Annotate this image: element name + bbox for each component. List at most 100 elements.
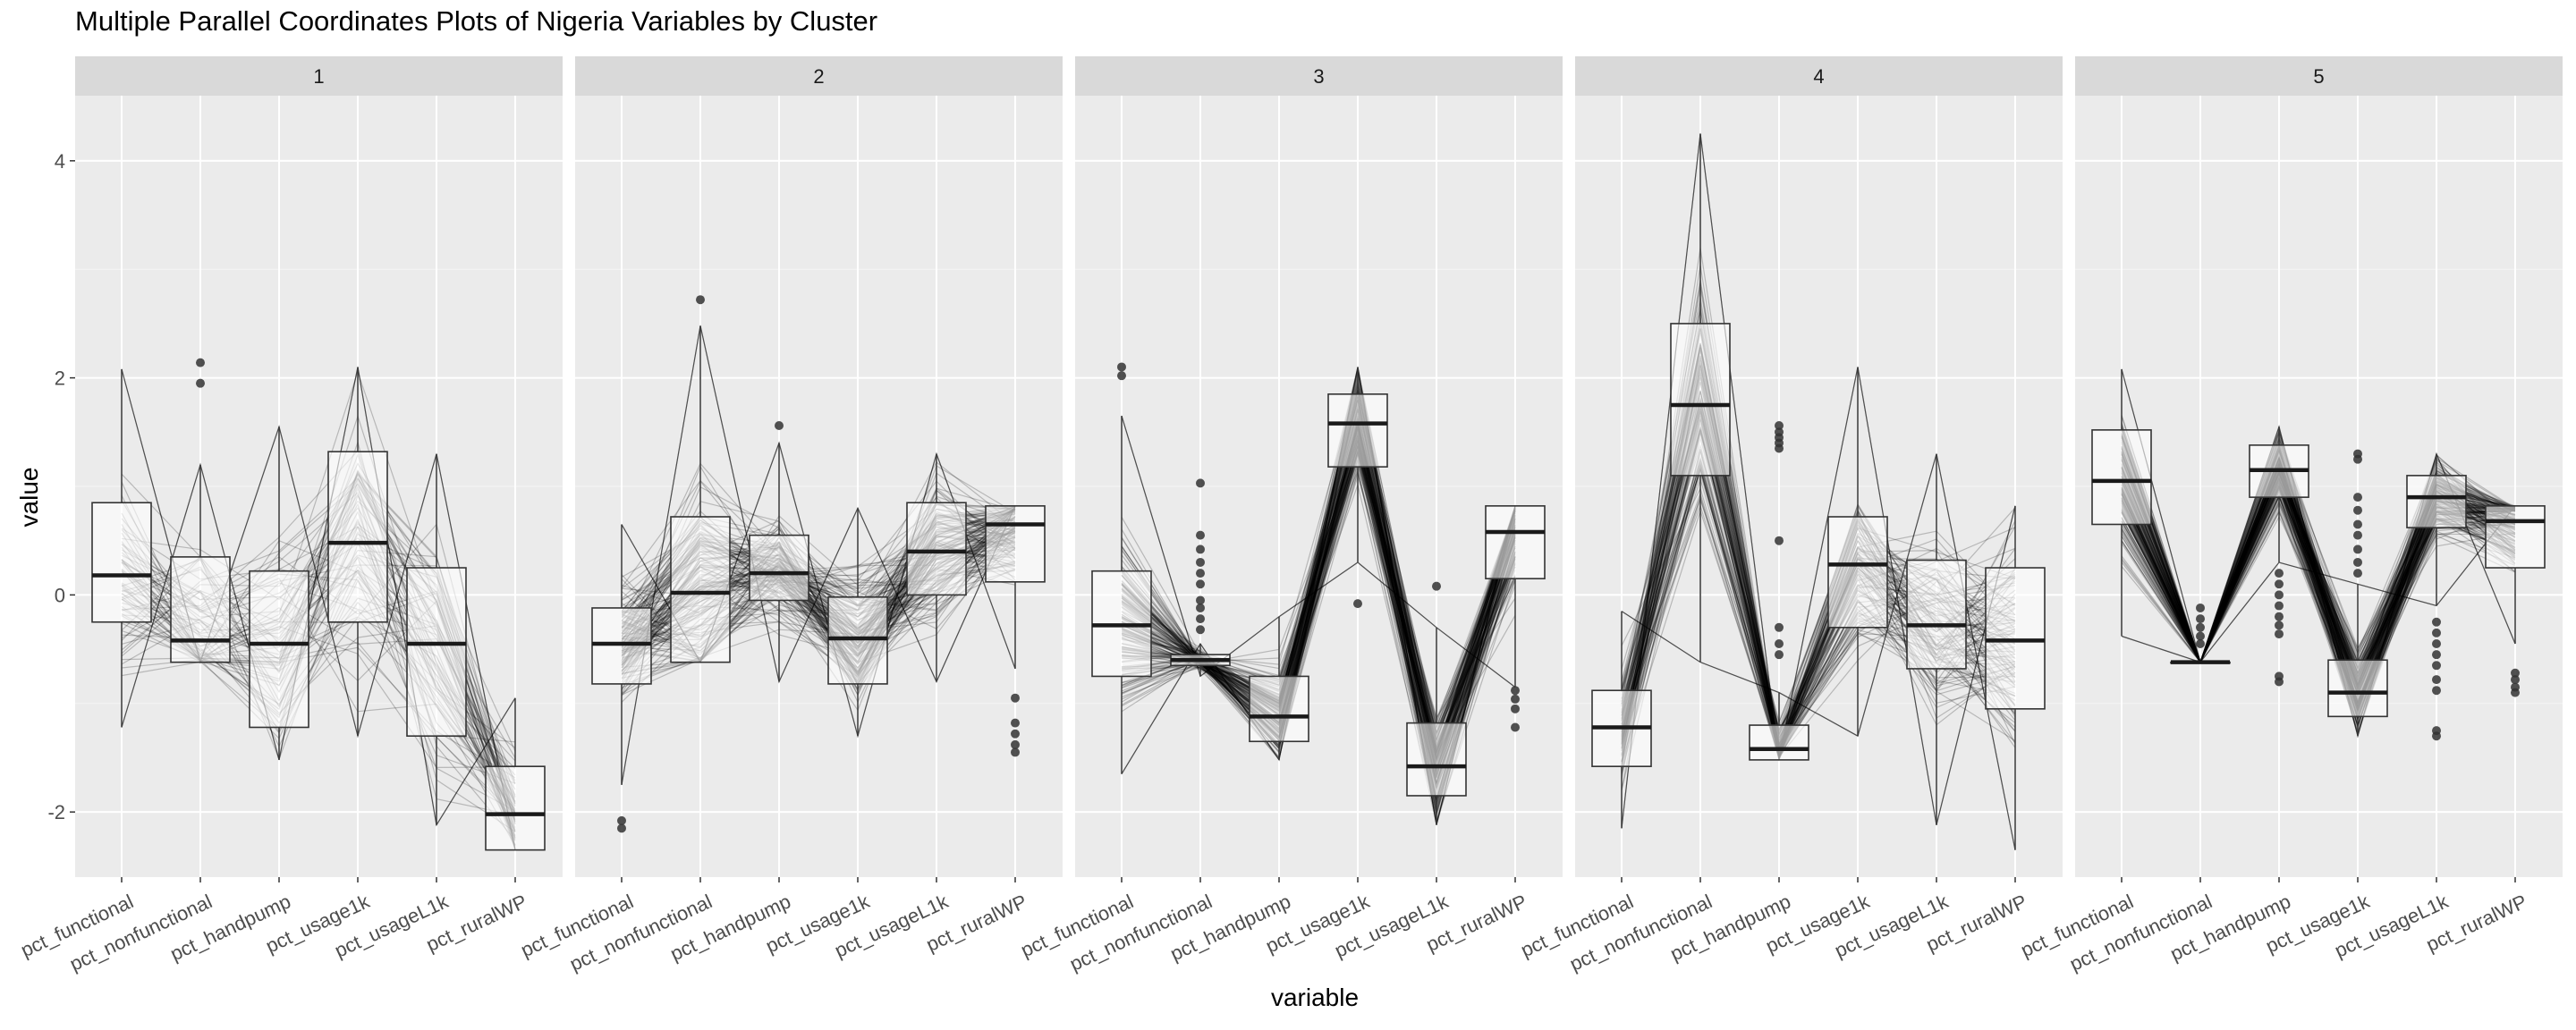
outlier-point [1196,557,1205,567]
outlier-point [2353,557,2362,567]
outlier-point [2432,675,2441,685]
observation-line [1121,463,1516,742]
boxplot-pct_handpump [749,421,809,682]
outlier-point [1196,614,1205,624]
boxplot-pct_ruralWP [985,505,1046,757]
y-tick-label: -2 [47,801,65,823]
outlier-point [1117,362,1126,372]
facet-panel-4: 4pct_functionalpct_nonfunctionalpct_hand… [1517,56,2063,975]
box [2485,505,2546,569]
observation-line [1121,389,1516,758]
observation-line [1121,383,1516,741]
box [1327,393,1388,468]
observation-line [1621,133,2016,829]
outlier-point [2353,545,2362,554]
outlier-point [2432,650,2441,660]
outlier-point [617,815,626,825]
box [906,502,967,596]
boxplot-pct_usageL1k [906,453,967,682]
outlier-point [2353,519,2362,529]
observation-line [1121,415,1516,688]
boxplot-pct_usageL1k [1406,581,1467,825]
outlier-point [196,358,205,367]
y-tick-label: 4 [55,150,65,173]
observation-line [1621,133,2016,829]
outlier-point [1196,579,1205,589]
observation-line [1121,451,1516,759]
outlier-point [1511,686,1520,696]
observation-line [2121,432,2516,689]
outlier-point [2275,601,2284,611]
boxplot-pct_usageL1k [2406,453,2467,741]
outlier-point [1775,650,1784,660]
outlier-point [1511,694,1520,704]
outlier-point [1011,729,1020,739]
boxplot-pct_nonfunctional [1670,133,1731,663]
observation-line [1121,403,1516,734]
observation-line [1121,415,1516,688]
observation-line [1121,443,1516,759]
observation-line [2121,448,2516,689]
observation-line [1121,437,1516,746]
observation-line [1121,449,1516,735]
boxplot-pct_handpump [2249,426,2309,687]
outlier-point [2511,675,2520,685]
observation-line [1121,426,1516,762]
facet-strip-label: 4 [1813,65,1824,88]
observation-line [1121,415,1516,688]
observation-line [1121,457,1516,751]
observation-line [2121,491,2516,675]
boxplot-pct_functional [591,524,652,833]
box [1827,516,1888,629]
observation-line [1121,369,1516,747]
outlier-point [2353,454,2362,464]
observation-line [1121,426,1516,743]
outlier-point [1775,639,1784,649]
outlier-point [2511,688,2520,697]
observation-line [1121,432,1516,741]
observation-line [2121,469,2516,675]
outlier-point [696,295,705,305]
observation-line [1121,397,1516,738]
boxplot-pct_usage1k [1327,367,1388,609]
boxplot-pct_ruralWP [485,697,546,851]
x-axis-label: variable [1270,984,1360,1011]
facet-strip [1575,56,2063,96]
observation-line [121,367,516,827]
observation-line [1121,423,1516,748]
observation-line [1121,389,1516,730]
facet-panel-2: 2pct_functionalpct_nonfunctionalpct_hand… [517,56,1063,975]
facet-strip [1075,56,1563,96]
outlier-point [2275,569,2284,578]
box [985,505,1046,583]
facet-strip-label: 2 [813,65,824,88]
observation-line [2121,505,2516,663]
outlier-point [2196,639,2205,649]
observation-line [2121,460,2516,664]
outlier-point [775,421,784,431]
observation-line [1121,429,1516,754]
observation-line [1121,445,1516,754]
observation-line [1121,450,1516,756]
boxplot-pct_usage1k [327,367,388,737]
facet-strip [575,56,1063,96]
outlier-point [1117,371,1126,381]
outlier-point [2353,493,2362,502]
box [1985,567,2046,710]
outlier-point [2196,614,2205,624]
box [827,596,888,685]
outlier-point [1775,421,1784,431]
outlier-point [2511,668,2520,678]
boxplot-pct_ruralWP [1985,505,2046,850]
facet-panel-1: 1pct_functionalpct_nonfunctionalpct_hand… [17,56,563,975]
observation-line [1121,451,1516,734]
observation-line [1121,449,1516,760]
outlier-point [1511,722,1520,732]
observation-line [1121,452,1516,756]
observation-line [2121,505,2516,663]
outlier-point [1196,545,1205,554]
outlier-point [1196,569,1205,578]
facet-strip [75,56,563,96]
facet-strip-label: 5 [2313,65,2324,88]
outlier-point [2196,631,2205,641]
